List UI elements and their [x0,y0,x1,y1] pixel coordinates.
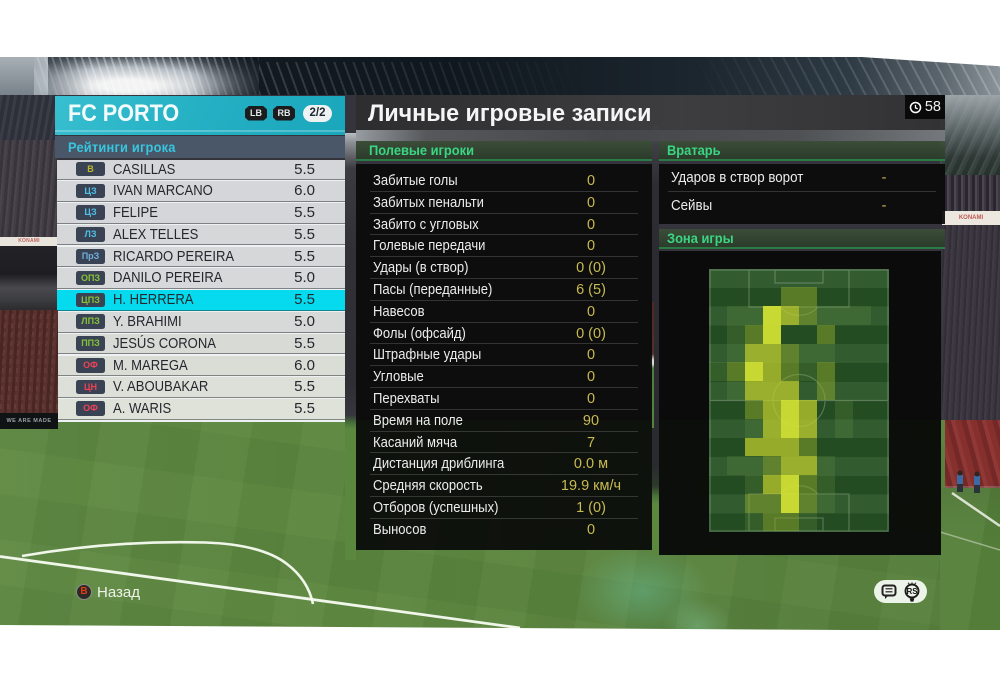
svg-text:RS: RS [906,587,918,596]
